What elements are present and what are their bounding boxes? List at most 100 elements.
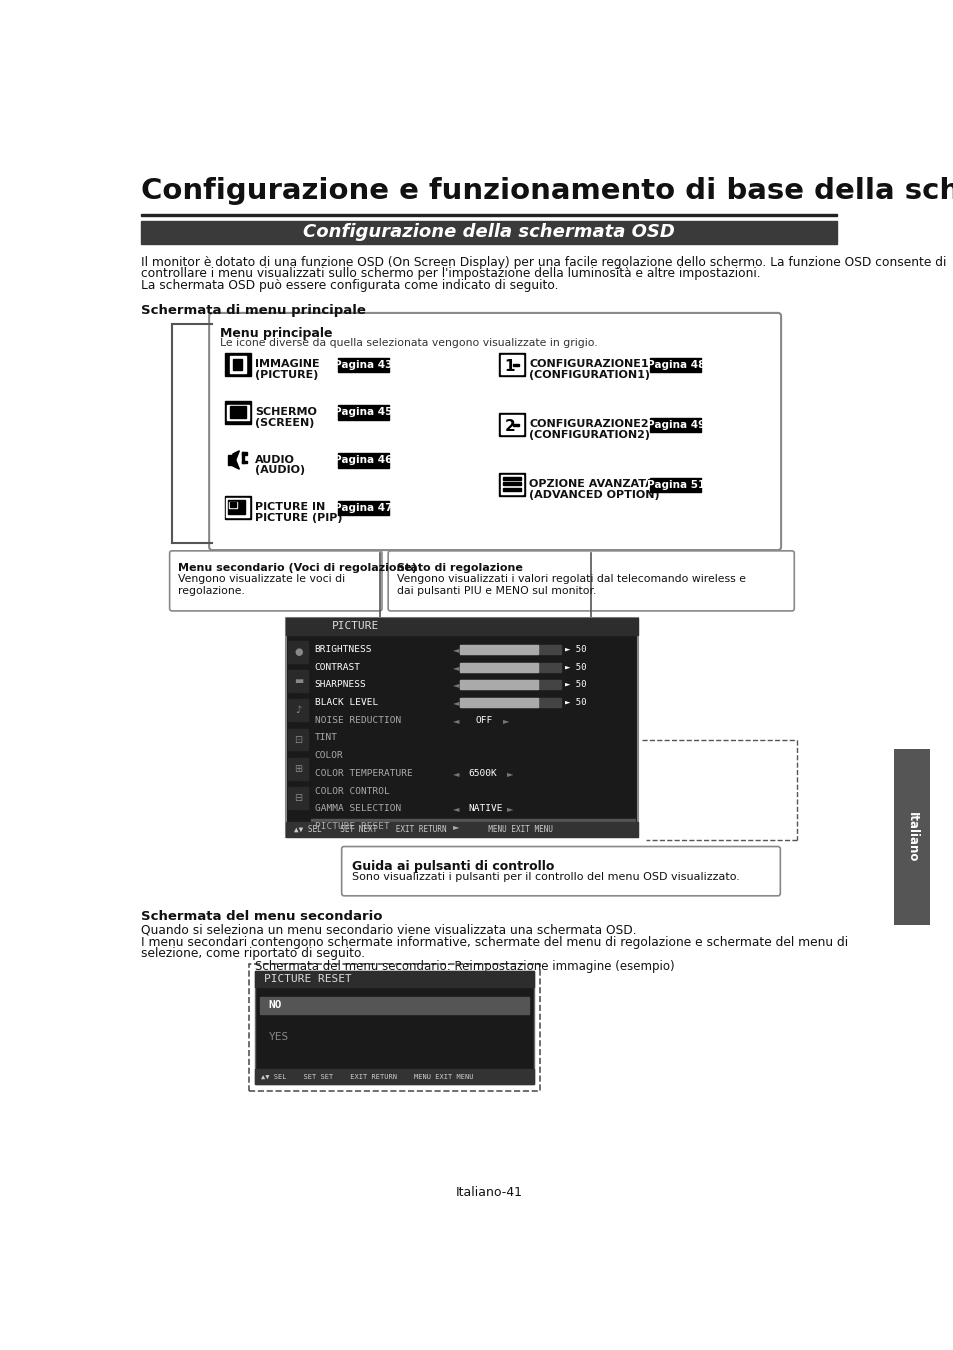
Bar (249, 964, 539, 1091)
Text: ► 50: ► 50 (564, 698, 586, 707)
Text: (PICTURE): (PICTURE) (254, 370, 318, 379)
Text: COLOR TEMPERATURE: COLOR TEMPERATURE (314, 769, 412, 778)
Text: CONTRAST: CONTRAST (314, 663, 360, 671)
Text: CONFIGURAZIONE1: CONFIGURAZIONE1 (529, 359, 648, 369)
Bar (459, 645, 560, 653)
Text: OPZIONE AVANZATA: OPZIONE AVANZATA (529, 479, 654, 489)
Bar (649, 358, 700, 373)
Text: Menu principale: Menu principale (220, 327, 333, 340)
Text: ► 50: ► 50 (564, 680, 586, 690)
Bar (311, 819, 635, 834)
Text: CONFIGURAZIONE2: CONFIGURAZIONE2 (529, 420, 648, 429)
Bar (288, 729, 308, 751)
Bar (286, 618, 638, 634)
Text: PICTURE: PICTURE (332, 621, 379, 632)
Bar (286, 822, 638, 837)
Bar (286, 618, 638, 837)
Text: Configurazione della schermata OSD: Configurazione della schermata OSD (303, 223, 674, 242)
Polygon shape (233, 451, 239, 466)
Bar (288, 699, 308, 721)
Text: ◄: ◄ (452, 805, 458, 813)
Bar (502, 477, 521, 481)
Text: BRIGHTNESS: BRIGHTNESS (314, 645, 372, 653)
Text: PICTURE (PIP): PICTURE (PIP) (254, 513, 342, 522)
Text: (AUDIO): (AUDIO) (254, 466, 305, 475)
Text: selezione, come riportato di seguito.: selezione, come riportato di seguito. (141, 948, 365, 960)
Bar (233, 359, 242, 370)
Bar (649, 417, 700, 432)
Text: 1: 1 (504, 359, 515, 374)
Bar (502, 487, 521, 491)
Bar (241, 452, 244, 463)
Bar (288, 641, 308, 663)
Text: ⊡: ⊡ (294, 734, 302, 744)
Bar (498, 413, 525, 436)
Bar (337, 501, 389, 516)
Text: ▲▼ SEL    SET NEXT    EXIT RETURN         MENU EXIT MENU: ▲▼ SEL SET NEXT EXIT RETURN MENU EXIT ME… (294, 825, 552, 834)
Bar (459, 663, 537, 672)
Text: ▲▼ SEL    SET SET    EXIT RETURN    MENU EXIT MENU: ▲▼ SEL SET SET EXIT RETURN MENU EXIT MEN… (261, 1073, 473, 1080)
Text: Pagina 49: Pagina 49 (646, 420, 704, 429)
Text: Il monitor è dotato di una funzione OSD (On Screen Display) per una facile regol: Il monitor è dotato di una funzione OSD … (141, 256, 945, 269)
Text: NOISE REDUCTION: NOISE REDUCTION (314, 716, 400, 725)
Text: SHARPNESS: SHARPNESS (314, 680, 366, 690)
Text: PICTURE RESET: PICTURE RESET (314, 822, 389, 832)
Bar (224, 352, 251, 377)
Text: Schermata del menu secondario: Schermata del menu secondario (141, 910, 382, 923)
Text: Pagina 43: Pagina 43 (334, 359, 392, 370)
Bar (259, 996, 529, 1014)
Text: OFF: OFF (476, 716, 493, 725)
Bar (228, 500, 245, 514)
Bar (500, 416, 522, 433)
Text: ⊞: ⊞ (294, 764, 302, 774)
Text: (ADVANCED OPTION): (ADVANCED OPTION) (529, 490, 659, 500)
Text: Quando si seleziona un menu secondario viene visualizzata una schermata OSD.: Quando si seleziona un menu secondario v… (141, 923, 636, 937)
Text: ⊟: ⊟ (294, 792, 302, 803)
Text: controllare i menu visualizzati sullo schermo per l'impostazione della luminosit: controllare i menu visualizzati sullo sc… (141, 267, 760, 281)
Text: ► 50: ► 50 (564, 663, 586, 671)
Bar (337, 358, 389, 373)
Bar (459, 698, 560, 707)
Text: (CONFIGURATION1): (CONFIGURATION1) (529, 370, 650, 379)
Text: Configurazione e funzionamento di base della schermata OSD: Configurazione e funzionamento di base d… (141, 177, 953, 205)
Text: SCHERMO: SCHERMO (254, 406, 316, 417)
Bar (498, 352, 525, 377)
Bar (288, 787, 308, 809)
Text: ♪: ♪ (294, 705, 301, 716)
Text: Pagina 48: Pagina 48 (646, 359, 704, 370)
Text: Schermata di menu principale: Schermata di menu principale (141, 305, 365, 317)
Text: ◄: ◄ (452, 645, 458, 653)
Text: Vengono visualizzati i valori regolati dal telecomando wireless e: Vengono visualizzati i valori regolati d… (396, 574, 745, 585)
Bar (230, 356, 245, 373)
Text: I menu secondari contengono schermate informative, schermate del menu di regolaz: I menu secondari contengono schermate in… (141, 936, 847, 949)
FancyBboxPatch shape (341, 846, 780, 896)
Bar (224, 401, 251, 424)
Text: Pagina 51: Pagina 51 (646, 479, 704, 490)
Text: 2: 2 (504, 420, 515, 435)
Text: Guida ai pulsanti di controllo: Guida ai pulsanti di controllo (352, 860, 554, 872)
Bar (254, 1069, 534, 1084)
Bar (498, 472, 525, 497)
Bar (459, 698, 537, 707)
Bar (513, 424, 518, 427)
Text: ●: ● (294, 647, 302, 656)
Text: ▬: ▬ (294, 676, 303, 686)
Text: GAMMA SELECTION: GAMMA SELECTION (314, 805, 400, 813)
Text: Italiano-41: Italiano-41 (455, 1187, 522, 1199)
Bar (337, 405, 389, 420)
Polygon shape (233, 454, 239, 470)
Bar (141, 215, 836, 216)
Text: La schermata OSD può essere configurata come indicato di seguito.: La schermata OSD può essere configurata … (141, 279, 558, 292)
Text: ◄: ◄ (452, 680, 458, 690)
Bar (513, 363, 518, 366)
Bar (459, 663, 560, 672)
Text: NATIVE: NATIVE (468, 805, 502, 813)
Text: Pagina 45: Pagina 45 (334, 408, 392, 417)
Bar (254, 971, 534, 1084)
Text: ►: ► (502, 716, 509, 725)
FancyBboxPatch shape (388, 551, 794, 612)
Text: Schermata del menu secondario: Reimpostazione immagine (esempio): Schermata del menu secondario: Reimposta… (254, 960, 674, 973)
Text: ◄: ◄ (452, 663, 458, 671)
Text: dai pulsanti PIU e MENO sul monitor.: dai pulsanti PIU e MENO sul monitor. (396, 586, 596, 595)
Text: COLOR: COLOR (314, 751, 343, 760)
